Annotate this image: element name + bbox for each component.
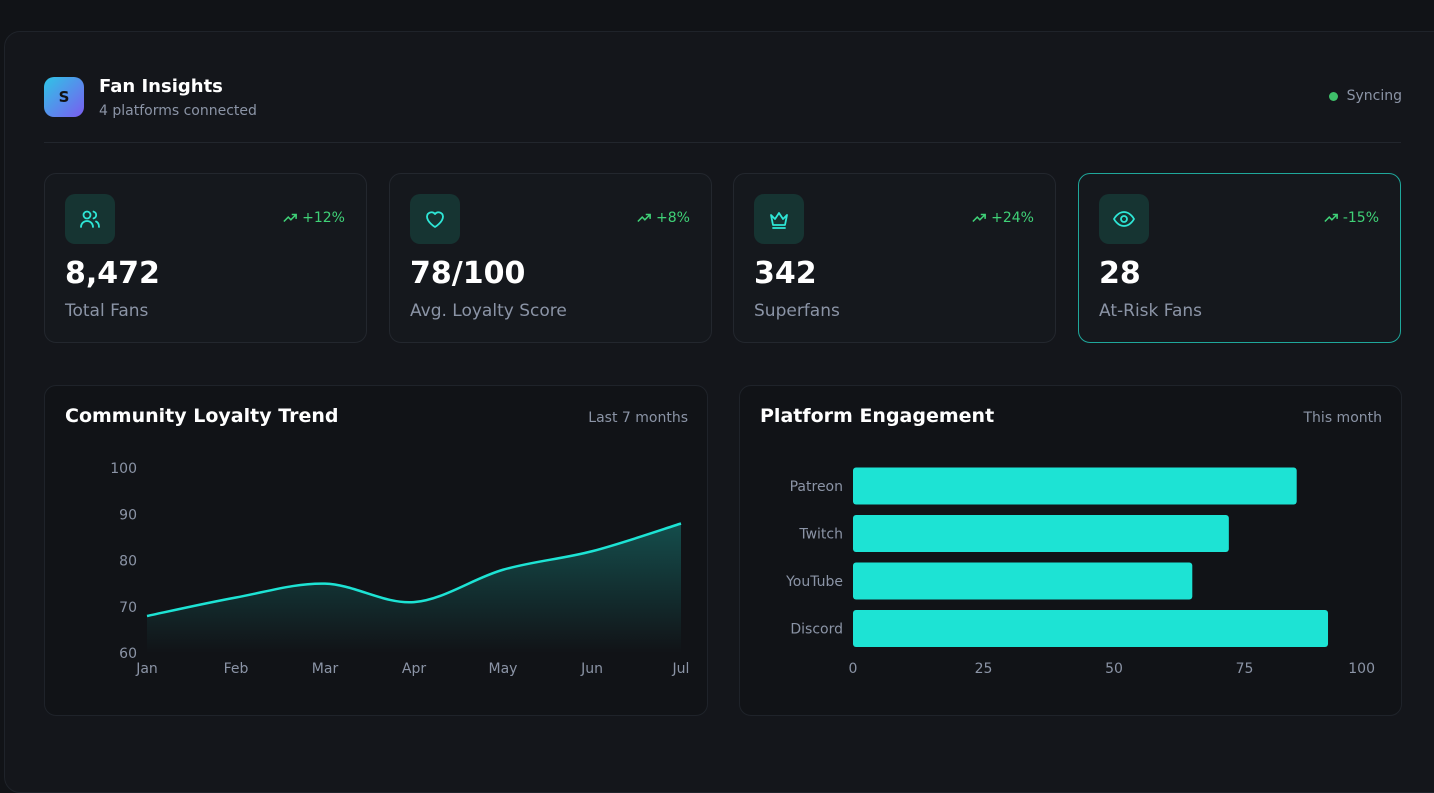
status-text: Syncing	[1346, 88, 1402, 104]
stat-change: -15%	[1324, 210, 1379, 226]
chart-title: Community Loyalty Trend	[65, 405, 338, 427]
chart-panel: Platform Engagement This month 0 25 50 75 10…	[739, 385, 1402, 716]
chart-subtitle: Last 7 months	[588, 410, 688, 426]
change-text: -15%	[1342, 210, 1379, 226]
y-tick-label: 70	[119, 600, 137, 616]
y-tick-label: 60	[119, 646, 137, 662]
stat-card[interactable]: +8% 78/100 Avg. Loyalty Score	[389, 173, 712, 343]
x-tick-label: Jun	[580, 661, 603, 677]
stat-value: 78/100	[410, 256, 526, 291]
y-tick-label: 80	[119, 554, 137, 570]
x-tick-label: 25	[975, 661, 993, 677]
x-tick-label: Jul	[672, 661, 690, 677]
stat-change: +12%	[283, 210, 345, 226]
chart-panel: Community Loyalty Trend Last 7 months 60…	[44, 385, 708, 716]
logo: S	[44, 77, 84, 117]
x-tick-label: 0	[849, 661, 858, 677]
y-tick-label: YouTube	[785, 574, 843, 590]
chart: Community Loyalty Trend Last 7 months 60…	[65, 405, 690, 677]
stat-card[interactable]: +12% 8,472 Total Fans	[44, 173, 367, 343]
stat-card[interactable]: +24% 342 Superfans	[733, 173, 1056, 343]
page: S Fan Insights 4 platforms connected Syn…	[4, 31, 1434, 793]
stat-card[interactable]: -15% 28 At-Risk Fans	[1078, 173, 1401, 343]
line	[146, 522, 682, 618]
sync-status: Syncing	[1328, 88, 1402, 104]
stat-label: At-Risk Fans	[1099, 301, 1203, 321]
y-tick-label: Twitch	[798, 527, 843, 543]
bar	[853, 562, 1193, 600]
change-text: +8%	[656, 210, 690, 226]
x-tick-label: Feb	[224, 661, 249, 677]
y-tick-label: 100	[110, 461, 137, 477]
change-text: +12%	[302, 210, 345, 226]
area	[147, 523, 681, 653]
x-tick-label: 100	[1348, 661, 1375, 677]
stat-change: +8%	[637, 210, 690, 226]
stat-label: Total Fans	[65, 301, 149, 321]
stat-icon	[754, 194, 804, 244]
chart-title: Platform Engagement	[760, 405, 994, 427]
stat-value: 8,472	[65, 256, 160, 291]
x-tick-label: May	[489, 661, 518, 677]
status-dot	[1328, 91, 1338, 101]
bar	[853, 467, 1297, 505]
x-tick-label: 75	[1236, 661, 1254, 677]
stat-change: +24%	[972, 210, 1034, 226]
x-tick-label: Jan	[135, 661, 158, 677]
chart-subtitle: This month	[1303, 410, 1383, 426]
page-subtitle: 4 platforms connected	[99, 103, 257, 119]
chart: Platform Engagement This month 0 25 50 75 10…	[760, 405, 1383, 677]
stat-value: 28	[1099, 256, 1141, 291]
change-text: +24%	[991, 210, 1034, 226]
stat-icon	[65, 194, 115, 244]
bar	[853, 515, 1229, 552]
x-tick-label: Apr	[402, 661, 426, 677]
y-tick-label: Discord	[790, 622, 843, 638]
y-tick-label: Patreon	[790, 479, 843, 495]
divider	[44, 142, 1401, 143]
bar	[853, 610, 1329, 647]
stat-label: Avg. Loyalty Score	[410, 301, 567, 321]
stat-icon	[1099, 194, 1149, 244]
stat-icon	[410, 194, 460, 244]
x-tick-label: Mar	[312, 661, 339, 677]
y-tick-label: 90	[119, 507, 137, 523]
page-title: Fan Insights	[99, 76, 223, 97]
stat-label: Superfans	[754, 301, 840, 321]
x-tick-label: 50	[1105, 661, 1123, 677]
stat-value: 342	[754, 256, 817, 291]
